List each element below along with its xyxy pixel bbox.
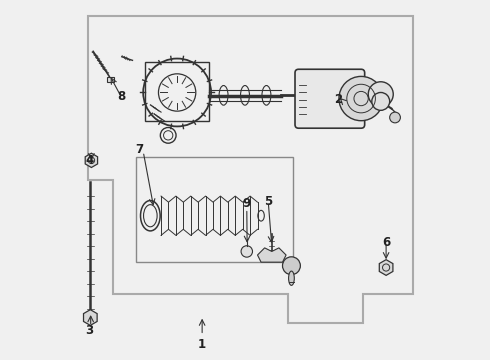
Polygon shape [85, 153, 98, 167]
Ellipse shape [289, 271, 294, 285]
Circle shape [241, 246, 252, 257]
Bar [145, 62, 209, 121]
Text: 3: 3 [86, 324, 94, 337]
FancyBboxPatch shape [107, 77, 114, 82]
Circle shape [339, 76, 383, 121]
Text: 5: 5 [264, 195, 272, 208]
Circle shape [368, 82, 393, 107]
Text: 7: 7 [136, 143, 144, 156]
Text: 6: 6 [382, 236, 390, 249]
Text: 9: 9 [243, 197, 251, 210]
FancyBboxPatch shape [295, 69, 365, 128]
Polygon shape [379, 260, 393, 275]
Bar [136, 157, 293, 262]
Text: 8: 8 [118, 90, 126, 103]
Circle shape [283, 257, 300, 275]
Text: 1: 1 [198, 338, 206, 351]
Circle shape [390, 112, 400, 123]
Text: 2: 2 [334, 93, 342, 106]
Circle shape [372, 93, 390, 111]
Polygon shape [258, 248, 286, 262]
Text: 4: 4 [85, 154, 94, 167]
Polygon shape [83, 310, 97, 325]
